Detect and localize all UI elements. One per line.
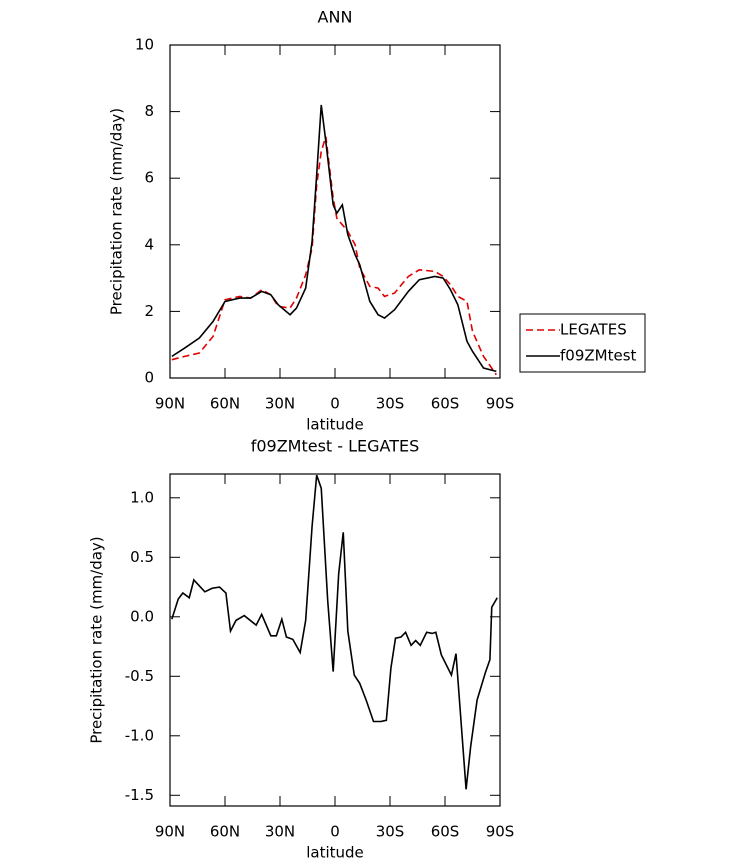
x-tick-label: 60N [210,823,240,841]
legend-label: f09ZMtest [560,347,637,365]
y-axis-label: Precipitation rate (mm/day) [88,536,106,743]
y-tick-label: -1.5 [125,786,154,804]
y-tick-label: 8 [144,102,154,120]
x-tick-label: 60S [431,823,460,841]
x-tick-label: 30S [376,395,405,413]
x-tick-label: 30S [376,823,405,841]
x-tick-label: 60S [431,395,460,413]
y-tick-label: 4 [144,235,154,253]
y-tick-label: -0.5 [125,667,154,685]
x-tick-label: 90S [486,395,515,413]
x-tick-label: 0 [330,823,340,841]
x-tick-label: 90N [155,395,185,413]
y-tick-label: 10 [135,36,154,54]
x-tick-label: 90N [155,823,185,841]
chart-title: ANN [318,8,353,27]
chart-title: f09ZMtest - LEGATES [251,437,420,456]
data-line [171,104,497,373]
x-tick-label: 60N [210,395,240,413]
y-tick-label: -1.0 [125,726,154,744]
data-line [171,474,498,790]
data-line [171,136,497,376]
y-tick-label: 0 [144,369,154,387]
x-tick-label: 90S [486,823,515,841]
x-tick-label: 30N [265,395,295,413]
legend-box [519,313,646,373]
x-axis-label: latitude [306,416,364,434]
y-tick-label: 6 [144,169,154,187]
y-tick-label: 0.5 [130,548,154,566]
x-tick-label: 0 [330,395,340,413]
y-tick-label: 0.0 [130,607,154,625]
y-tick-label: 2 [144,302,154,320]
plot-frame [169,44,501,379]
x-axis-label: latitude [306,844,364,862]
x-tick-label: 30N [265,823,295,841]
y-axis-label: Precipitation rate (mm/day) [108,108,126,315]
y-tick-label: 1.0 [130,488,154,506]
legend-label: LEGATES [560,321,627,339]
